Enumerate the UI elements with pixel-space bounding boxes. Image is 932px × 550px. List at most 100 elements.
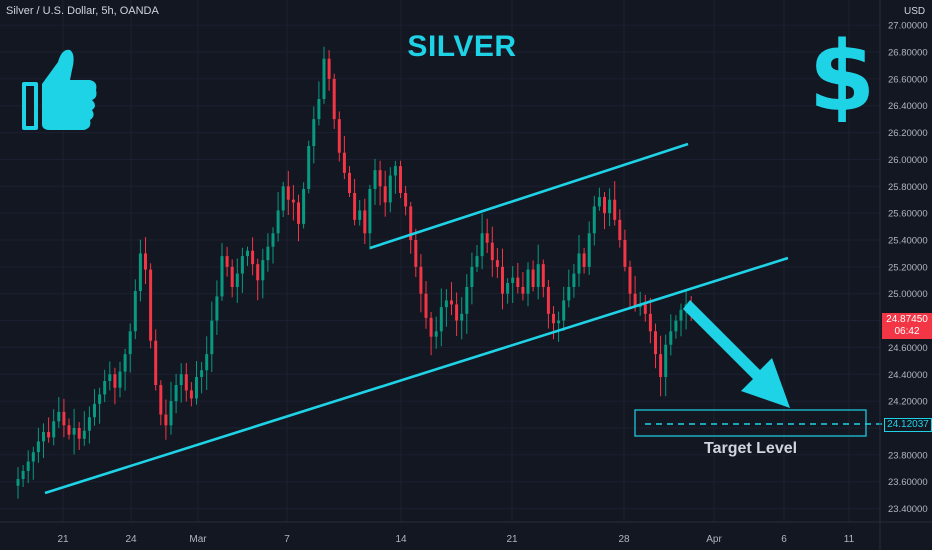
candle bbox=[409, 201, 413, 254]
candle-body bbox=[57, 411, 61, 422]
candle bbox=[664, 334, 668, 397]
candle bbox=[317, 81, 321, 126]
candle bbox=[536, 244, 540, 300]
candle bbox=[205, 336, 209, 390]
candle bbox=[36, 427, 40, 463]
candle bbox=[419, 254, 423, 313]
candle-body bbox=[36, 441, 40, 453]
candle-body bbox=[562, 300, 566, 321]
candle-body bbox=[348, 172, 351, 193]
candle-body bbox=[373, 170, 377, 189]
candle-body bbox=[276, 210, 280, 234]
candle-body bbox=[654, 331, 657, 355]
candle-body bbox=[623, 240, 627, 267]
candle bbox=[154, 329, 158, 391]
candle-body bbox=[495, 260, 499, 267]
candle bbox=[67, 418, 71, 440]
candle bbox=[434, 316, 438, 349]
candle-body bbox=[511, 277, 515, 283]
time-axis: 21 24 Mar 7 14 21 28 Apr 6 11 bbox=[0, 521, 932, 545]
x-tick-label: 24 bbox=[125, 534, 137, 545]
y-tick-label: 24.20000 bbox=[888, 397, 928, 408]
candle bbox=[230, 259, 234, 298]
candle-body bbox=[628, 266, 632, 294]
candle bbox=[179, 363, 183, 403]
candle-body bbox=[337, 119, 341, 153]
candle bbox=[31, 446, 35, 480]
candle bbox=[490, 226, 494, 277]
target-price-tag[interactable]: 24.12037 bbox=[884, 418, 932, 432]
candle bbox=[103, 369, 107, 403]
candle bbox=[123, 348, 127, 391]
candle-body bbox=[439, 307, 443, 332]
candle-body bbox=[322, 58, 326, 99]
candle-body bbox=[608, 199, 612, 214]
candle-body bbox=[460, 313, 464, 321]
symbol-info[interactable]: Silver / U.S. Dollar, 5h, OANDA bbox=[6, 5, 159, 17]
candle-body bbox=[205, 354, 209, 371]
candle-body bbox=[429, 317, 433, 337]
candle-body bbox=[42, 432, 45, 442]
candle bbox=[572, 263, 576, 298]
current-price-tag[interactable]: 24.87450 06:42 bbox=[882, 313, 932, 339]
candle-body bbox=[123, 354, 127, 372]
candle-body bbox=[643, 304, 647, 314]
candle-body bbox=[424, 293, 428, 318]
candle bbox=[363, 198, 367, 244]
candle-body bbox=[195, 376, 198, 399]
thumbs-up-icon bbox=[22, 49, 97, 130]
candle-body bbox=[327, 58, 331, 79]
candle-body bbox=[419, 266, 423, 294]
candle bbox=[128, 323, 132, 373]
candle bbox=[669, 314, 673, 356]
candle bbox=[118, 361, 122, 398]
target-zone-box[interactable] bbox=[634, 409, 867, 437]
candle-body bbox=[501, 266, 504, 294]
candle-body bbox=[118, 371, 122, 388]
candle-body bbox=[648, 313, 652, 332]
candle-body bbox=[215, 296, 219, 321]
candle-body bbox=[246, 250, 249, 257]
candle bbox=[159, 380, 163, 426]
candle-body bbox=[291, 199, 295, 203]
x-tick-label: 21 bbox=[506, 534, 518, 545]
candle bbox=[113, 367, 117, 405]
x-tick-label: 7 bbox=[284, 534, 290, 545]
candle bbox=[138, 239, 142, 302]
candle-body bbox=[251, 250, 255, 265]
candle bbox=[623, 229, 627, 272]
candle bbox=[220, 243, 224, 301]
candle-body bbox=[669, 331, 673, 345]
candle bbox=[332, 73, 336, 129]
candle bbox=[455, 292, 459, 336]
y-tick-label: 24.40000 bbox=[888, 370, 928, 381]
candle bbox=[342, 135, 346, 180]
candle bbox=[286, 170, 290, 215]
lower-trendline[interactable] bbox=[44, 256, 789, 495]
candle-body bbox=[582, 253, 586, 267]
candle bbox=[62, 398, 66, 438]
down-arrow-icon[interactable] bbox=[683, 300, 790, 408]
currency-label[interactable]: USD bbox=[902, 6, 928, 17]
candle-body bbox=[184, 374, 188, 391]
y-tick-label: 25.00000 bbox=[888, 289, 928, 300]
candle bbox=[261, 248, 265, 299]
upper-trendline[interactable] bbox=[369, 142, 689, 250]
candle bbox=[291, 185, 295, 221]
candle-body bbox=[475, 256, 479, 267]
candle-body bbox=[465, 287, 469, 314]
candle bbox=[322, 46, 326, 104]
candle bbox=[648, 298, 652, 344]
candle bbox=[608, 188, 612, 227]
y-tick-label: 25.20000 bbox=[888, 262, 928, 273]
candle bbox=[215, 280, 219, 335]
candle bbox=[541, 259, 545, 298]
candle-body bbox=[138, 253, 142, 292]
candle bbox=[195, 360, 198, 405]
candle-body bbox=[363, 210, 367, 234]
candle-body bbox=[368, 188, 372, 234]
candle bbox=[521, 272, 525, 301]
candle-body bbox=[531, 269, 535, 287]
candle bbox=[414, 228, 418, 277]
